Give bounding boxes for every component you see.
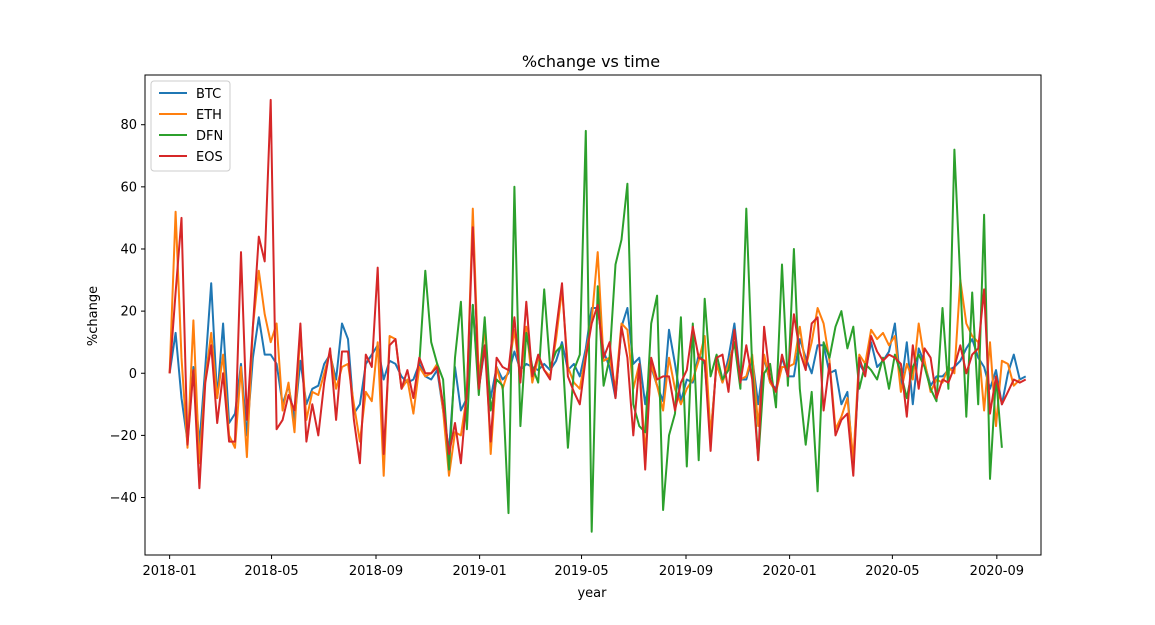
legend-label-eos: EOS [196,150,223,165]
x-tick-label: 2019-01 [452,564,506,579]
y-tick-label: −20 [110,429,137,444]
series-line-eth [168,207,1021,477]
x-tick-label: 2018-09 [349,564,403,579]
y-tick-label: 80 [120,118,137,133]
x-tick-label: 2019-05 [554,564,608,579]
x-tick-label: 2018-05 [244,564,298,579]
x-axis: 2018-01 2018-05 2018-09 2019-01 2019-05 2019-… [142,555,1024,579]
y-tick-label: −40 [110,491,137,506]
series-line-dfn [418,129,1003,533]
x-tick-label: 2020-05 [865,564,919,579]
legend-box [150,80,231,172]
y-tick-label: 0 [129,367,137,382]
legend-label-eth: ETH [196,108,222,123]
chart-title: %change vs time [522,52,660,71]
y-tick-label: 40 [120,242,137,257]
x-tick-label: 2019-09 [659,564,713,579]
y-axis-label: %change [86,286,101,346]
plot-area [144,74,1042,556]
x-tick-label: 2020-01 [762,564,816,579]
legend: BTC ETH DFN EOS [150,80,231,172]
x-tick-label: 2020-09 [970,564,1024,579]
plot-frame [144,74,1042,556]
x-axis-label: year [577,586,607,601]
y-tick-label: 20 [120,305,137,320]
y-tick-label: 60 [120,180,137,195]
x-tick-label: 2018-01 [142,564,196,579]
legend-label-dfn: DFN [196,129,223,144]
series-line-eos [168,98,1027,490]
series-layer [168,98,1027,533]
y-axis: −40 −20 0 20 40 60 80 [110,118,145,506]
legend-label-btc: BTC [196,87,221,102]
